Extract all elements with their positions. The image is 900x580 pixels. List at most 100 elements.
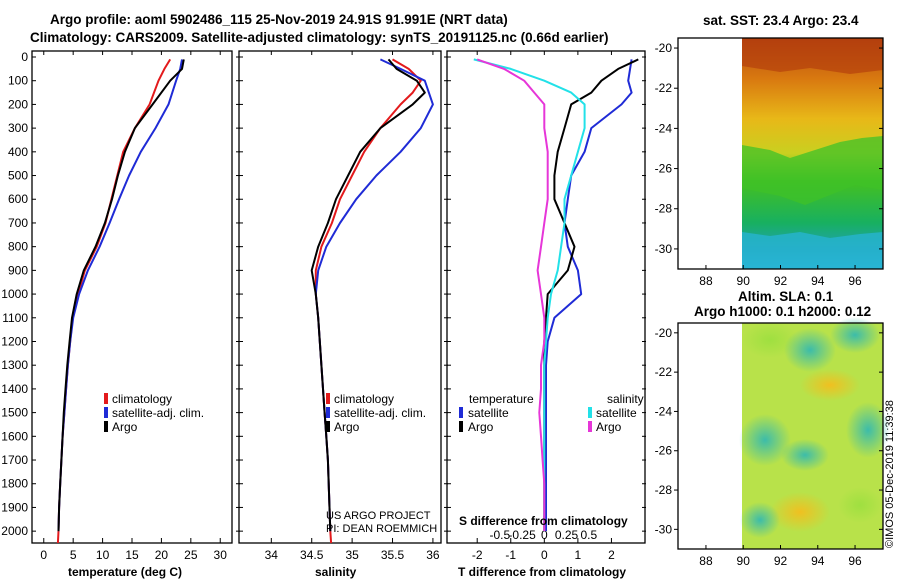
depth-tick-label: 500: [8, 169, 28, 183]
project-credit: US ARGO PROJECT: [326, 510, 431, 522]
x-tick-label: 34.5: [300, 548, 324, 562]
legend-swatch-climatology: [104, 393, 108, 404]
map-x-tick-label: 96: [848, 554, 862, 568]
sla-map-title-line1: Altim. SLA: 0.1: [738, 289, 834, 304]
sst-map-axes: 88 90 92 94 96 -20 -22 -24 -26 -28 -30: [655, 41, 883, 288]
map-x-tick-label: 90: [737, 274, 751, 288]
temperature-panel: [31, 50, 233, 544]
series-line-argo: [57, 59, 185, 532]
difference-xlabel: T difference from climatology: [458, 565, 626, 579]
salinity-xlabel: salinity: [315, 565, 357, 579]
depth-tick-label: 1700: [1, 453, 28, 467]
depth-tick-label: 1100: [2, 311, 28, 325]
s-diff-tick-label: -0.25: [508, 528, 536, 542]
series-line-satellite-adj-clim-: [314, 58, 434, 532]
sst-cool-region: [742, 232, 883, 269]
map-y-tick-label: -26: [655, 444, 673, 458]
legend-swatch-satellite: [104, 407, 108, 418]
x-tick-label: 25: [184, 548, 198, 562]
temperature-x-axis: 0 5 10 15 20 25 30: [40, 51, 227, 562]
map-x-tick-label: 92: [774, 554, 788, 568]
sla-feature: [784, 328, 836, 372]
figure-title-line1: Argo profile: aoml 5902486_115 25-Nov-20…: [50, 12, 508, 27]
s-diff-tick-label: 0: [541, 528, 548, 542]
x-tick-label: 15: [125, 548, 139, 562]
x-tick-label: 10: [96, 548, 110, 562]
salinity-legend: climatology satellite-adj. clim. Argo: [326, 392, 426, 434]
x-tick-label: 1: [575, 548, 582, 562]
sla-feature: [770, 492, 830, 532]
s-diff-tick-label: -0.5: [490, 528, 511, 542]
legend-title-temperature: temperature: [469, 392, 534, 406]
series-line-salinity-satellite: [473, 58, 586, 532]
depth-tick-label: 1300: [1, 358, 28, 372]
legend-label-argo: Argo: [334, 420, 360, 434]
series-line-temperature-satellite: [545, 59, 633, 532]
depth-tick-label: 1600: [1, 429, 28, 443]
x-tick-label: 34: [265, 548, 279, 562]
difference-legend: temperature salinity satellite Argo sate…: [459, 392, 644, 434]
legend-label-satellite: satellite-adj. clim.: [112, 406, 204, 420]
map-x-tick-label: 90: [737, 554, 751, 568]
map-y-tick-label: -26: [655, 162, 673, 176]
map-y-tick-label: -22: [655, 81, 673, 95]
difference-x-axis: -2 -1 0 1 2 -0.5-0.25 0 0.25 0.5: [472, 51, 615, 562]
x-tick-label: 5: [70, 548, 77, 562]
salinity-lines: [310, 58, 434, 544]
sla-feature: [838, 487, 882, 523]
temperature-lines: [56, 58, 185, 544]
difference-lines: [473, 58, 639, 532]
legend-title-salinity: salinity: [607, 392, 644, 406]
sla-feature: [740, 502, 780, 538]
depth-tick-label: 900: [8, 263, 28, 277]
sst-warm-tongue: [742, 136, 883, 205]
sst-map: [677, 37, 884, 270]
map-y-tick-label: -28: [655, 202, 673, 216]
figure-title-line2: Climatology: CARS2009. Satellite-adjuste…: [30, 30, 608, 45]
legend-swatch-satellite: [326, 407, 330, 418]
depth-tick-label: 1500: [1, 406, 28, 420]
legend-label-argo: Argo: [112, 420, 138, 434]
series-line-argo: [310, 58, 426, 532]
legend-label-s-satellite: satellite: [596, 406, 637, 420]
legend-swatch-argo: [326, 421, 330, 432]
sla-feature: [846, 402, 890, 458]
x-tick-label: 36: [426, 548, 440, 562]
temperature-xlabel: temperature (deg C): [68, 565, 182, 579]
sla-feature: [781, 439, 829, 471]
map-x-tick-label: 88: [699, 554, 713, 568]
sla-feature: [742, 322, 798, 358]
depth-tick-label: 200: [8, 97, 28, 111]
salinity-panel: [238, 50, 442, 544]
depth-tick-label: 0: [21, 50, 28, 64]
depth-tick-label: 300: [8, 121, 28, 135]
sla-map-title-line2: Argo h1000: 0.1 h2000: 0.12: [694, 304, 871, 319]
x-tick-label: 20: [155, 548, 169, 562]
x-tick-label: -1: [505, 548, 516, 562]
map-y-tick-label: -30: [655, 522, 673, 536]
salinity-difference-label: S difference from climatology: [459, 514, 628, 528]
legend-label-satellite: satellite-adj. clim.: [334, 406, 426, 420]
map-y-tick-label: -24: [655, 404, 673, 418]
sla-map: [677, 317, 890, 550]
x-tick-label: 35: [345, 548, 359, 562]
sst-map-title: sat. SST: 23.4 Argo: 23.4: [703, 13, 859, 28]
x-tick-label: 35.5: [381, 548, 405, 562]
x-tick-label: 30: [214, 548, 228, 562]
legend-swatch-s-satellite: [588, 407, 592, 418]
map-y-tick-label: -22: [655, 365, 673, 379]
depth-axis: 0 100 200 300 400 500 600 700 800 900 1000 1100 1200…: [1, 50, 646, 538]
s-diff-tick-label: 0.5: [580, 528, 597, 542]
depth-tick-label: 400: [8, 145, 28, 159]
depth-tick-label: 1400: [1, 382, 28, 396]
sla-feature: [800, 369, 860, 401]
legend-label-t-satellite: satellite: [468, 406, 509, 420]
difference-panel: [446, 50, 646, 544]
legend-swatch-t-satellite: [459, 407, 463, 418]
depth-tick-label: 600: [8, 192, 28, 206]
legend-label-climatology: climatology: [112, 392, 172, 406]
depth-tick-label: 2000: [1, 524, 28, 538]
legend-swatch-s-argo: [588, 421, 592, 432]
legend-swatch-climatology: [326, 393, 330, 404]
map-x-tick-label: 94: [811, 554, 825, 568]
